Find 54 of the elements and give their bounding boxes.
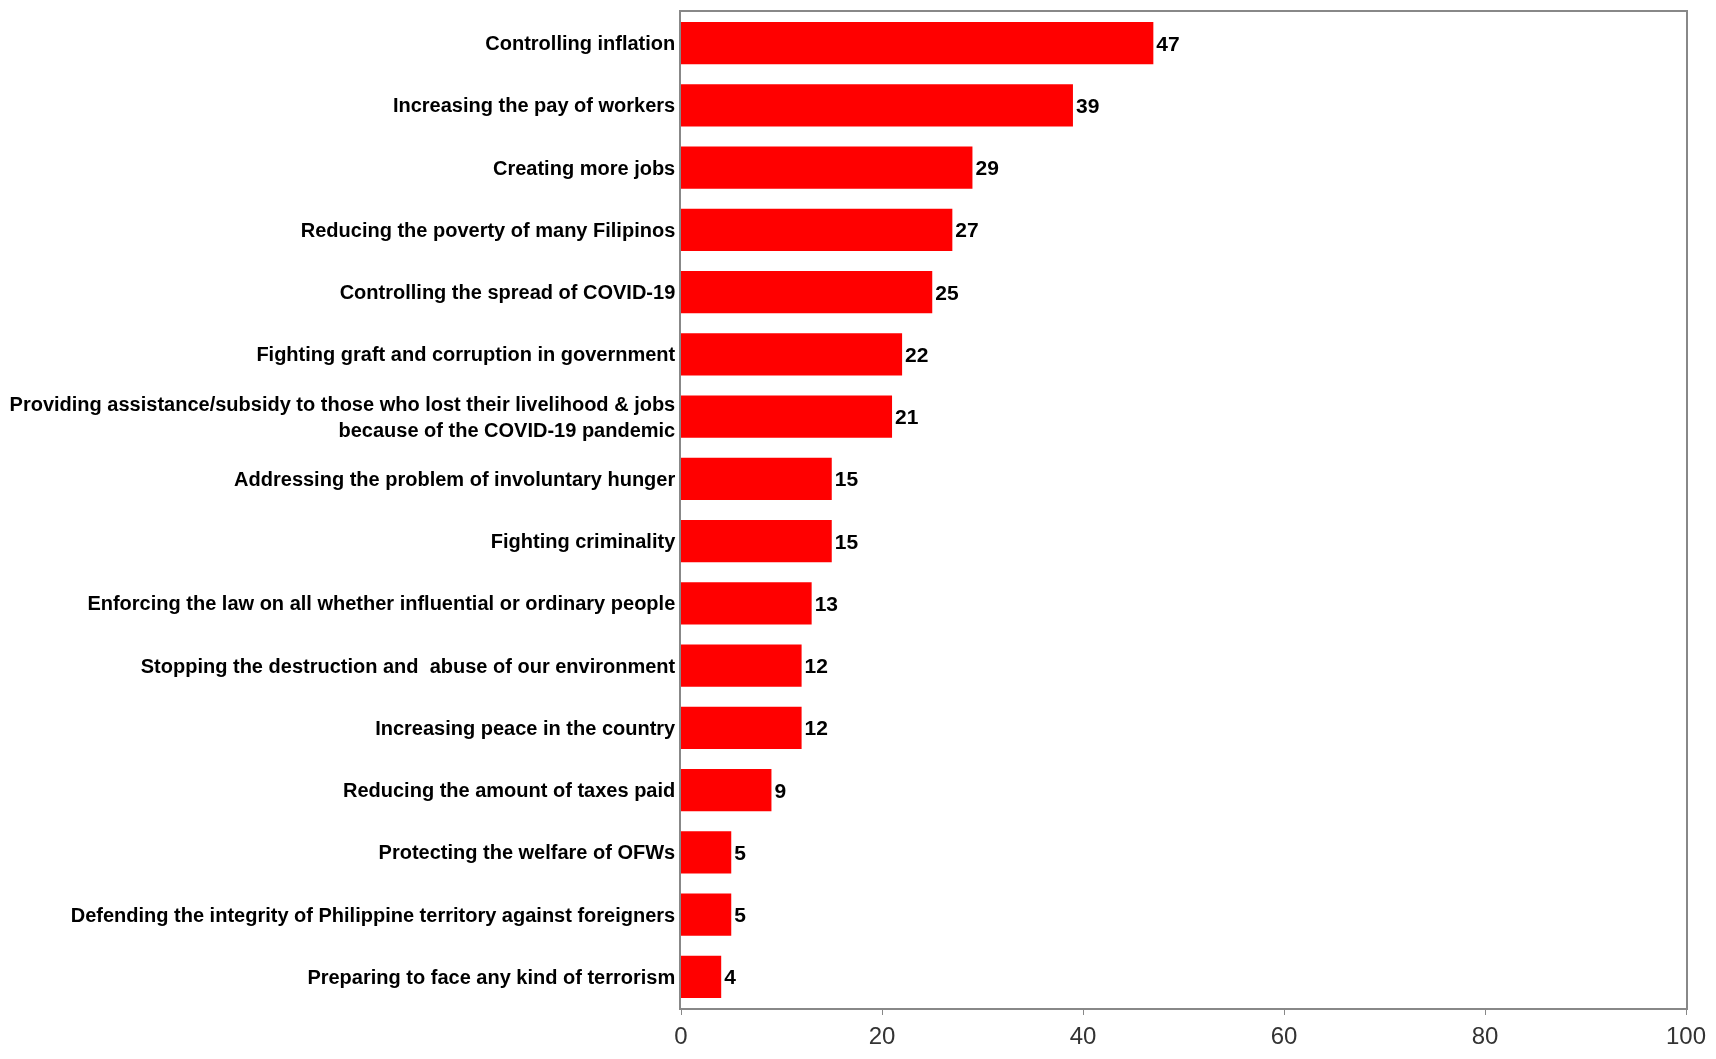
x-tick-label: 100 bbox=[1665, 1021, 1707, 1049]
y-tick-label: Creating more jobs bbox=[492, 156, 676, 179]
y-tick-label: Fighting criminality bbox=[490, 530, 677, 553]
y-tick-label: Providing assistance/subsidy to those who lost their livelihood & jobs because of the COVID-19 pandemic bbox=[9, 392, 676, 441]
y-tick-label: Controlling inflation bbox=[485, 32, 676, 55]
y-tick-label: Increasing peace in the country bbox=[375, 716, 677, 739]
x-tick-label: 60 bbox=[1270, 1021, 1298, 1049]
data-label: 5 bbox=[734, 840, 747, 864]
bar bbox=[681, 333, 903, 376]
y-tick-label: Reducing the poverty of many Filipinos bbox=[300, 218, 676, 241]
data-label: 25 bbox=[935, 280, 959, 304]
bar bbox=[681, 706, 802, 750]
bar bbox=[681, 893, 732, 936]
y-tick-label: Preparing to face any kind of terrorism bbox=[307, 965, 676, 988]
data-label: 39 bbox=[1075, 93, 1100, 117]
y-tick-label: Stopping the destruction and abuse of our environment bbox=[140, 654, 676, 677]
data-label: 4 bbox=[724, 965, 737, 989]
data-label: 15 bbox=[834, 529, 859, 553]
bar bbox=[681, 519, 832, 563]
data-label: 22 bbox=[905, 342, 929, 366]
data-label: 5 bbox=[734, 903, 747, 927]
data-label: 29 bbox=[975, 156, 999, 180]
bar bbox=[681, 582, 812, 625]
y-tick-label: Fighting graft and corruption in government bbox=[256, 343, 676, 366]
bar bbox=[681, 955, 722, 999]
data-label: 9 bbox=[774, 778, 787, 802]
y-tick-label: Reducing the amount of taxes paid bbox=[342, 779, 676, 802]
bar bbox=[681, 644, 802, 687]
y-tick-label: Addressing the problem of involuntary hunger bbox=[234, 467, 676, 490]
y-tick-label: Increasing the pay of workers bbox=[392, 94, 676, 117]
x-tick-label: 80 bbox=[1471, 1021, 1499, 1049]
data-label: 15 bbox=[834, 467, 859, 491]
data-label: 47 bbox=[1156, 31, 1180, 55]
bar bbox=[681, 21, 1154, 65]
x-tick-label: 40 bbox=[1069, 1021, 1097, 1049]
y-tick-label: Controlling the spread of COVID-19 bbox=[339, 281, 676, 304]
data-label: 21 bbox=[895, 405, 919, 429]
bar bbox=[681, 270, 933, 314]
bar bbox=[681, 768, 772, 812]
y-tick-label: Protecting the welfare of OFWs bbox=[378, 841, 676, 864]
bar bbox=[681, 146, 973, 189]
data-label: 12 bbox=[804, 654, 828, 678]
data-label: 12 bbox=[804, 716, 828, 740]
bar bbox=[681, 457, 832, 501]
data-label: 13 bbox=[814, 591, 839, 615]
bar bbox=[681, 208, 953, 252]
y-tick-label: Defending the integrity of Philippine territory against foreigners bbox=[70, 903, 676, 926]
x-tick-label: 20 bbox=[868, 1021, 896, 1049]
y-tick-label: Enforcing the law on all whether influential or ordinary people bbox=[87, 592, 676, 615]
data-label: 27 bbox=[955, 218, 979, 242]
bar bbox=[681, 84, 1073, 127]
x-tick-label: 0 bbox=[674, 1021, 688, 1049]
bar bbox=[681, 395, 893, 438]
bar bbox=[681, 831, 732, 874]
